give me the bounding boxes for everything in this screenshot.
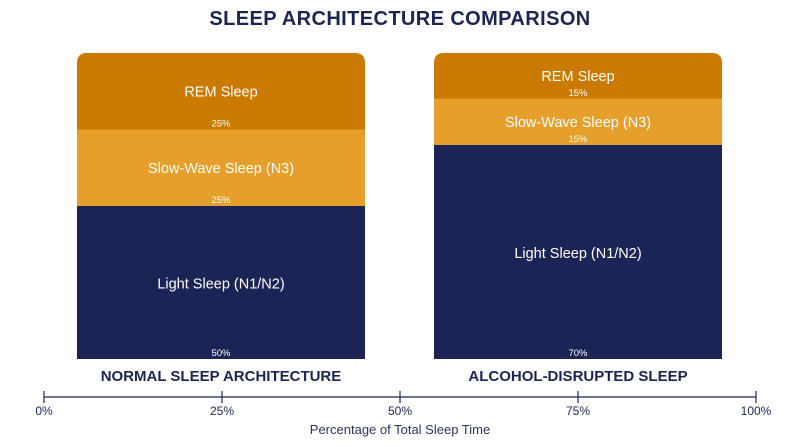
x-tick-label: 50% (388, 404, 412, 418)
category-label: ALCOHOL-DISRUPTED SLEEP (468, 368, 687, 385)
segment-percent-label: 50% (211, 348, 231, 359)
segment-percent-label: 70% (568, 348, 588, 359)
segment-percent-label: 25% (211, 195, 231, 206)
segment-light-sleep-n1-n2 (77, 206, 365, 359)
x-axis-title: Percentage of Total Sleep Time (310, 422, 490, 437)
stacked-bar-normal-sleep-architecture (77, 53, 365, 359)
segment-label: Light Sleep (N1/N2) (514, 246, 641, 262)
x-tick-label: 25% (210, 404, 234, 418)
category-label: NORMAL SLEEP ARCHITECTURE (101, 368, 342, 385)
segment-rem-sleep (434, 53, 722, 99)
segment-slow-wave-sleep-n3 (77, 129, 365, 206)
x-tick-label: 100% (741, 404, 772, 418)
bar-labels-alcohol-disrupted-sleep: Light Sleep (N1/N2) 70% Slow-Wave Sleep (N… (505, 69, 651, 359)
segment-label: Light Sleep (N1/N2) (157, 277, 284, 293)
stacked-bar-alcohol-disrupted-sleep (434, 53, 722, 359)
segment-percent-label: 15% (568, 88, 588, 99)
bars-group: Light Sleep (N1/N2) 50% Slow-Wave Sleep (N… (77, 53, 722, 385)
segment-rem-sleep (77, 53, 365, 130)
x-axis: 0% 25% 50% 75% 100% (35, 391, 772, 418)
bar-labels-normal-sleep-architecture: Light Sleep (N1/N2) 50% Slow-Wave Sleep (N… (148, 84, 294, 359)
x-tick-label: 0% (35, 404, 53, 418)
segment-percent-label: 25% (211, 119, 231, 130)
chart-title: SLEEP ARCHITECTURE COMPARISON (209, 8, 590, 30)
segment-label: REM Sleep (184, 84, 257, 100)
x-tick-label: 75% (566, 404, 590, 418)
segment-percent-label: 15% (568, 134, 588, 145)
segment-label: Slow-Wave Sleep (N3) (148, 161, 294, 177)
segment-light-sleep-n1-n2 (434, 144, 722, 359)
segment-label: Slow-Wave Sleep (N3) (505, 115, 651, 131)
segment-label: REM Sleep (541, 69, 614, 85)
segment-slow-wave-sleep-n3 (434, 98, 722, 145)
